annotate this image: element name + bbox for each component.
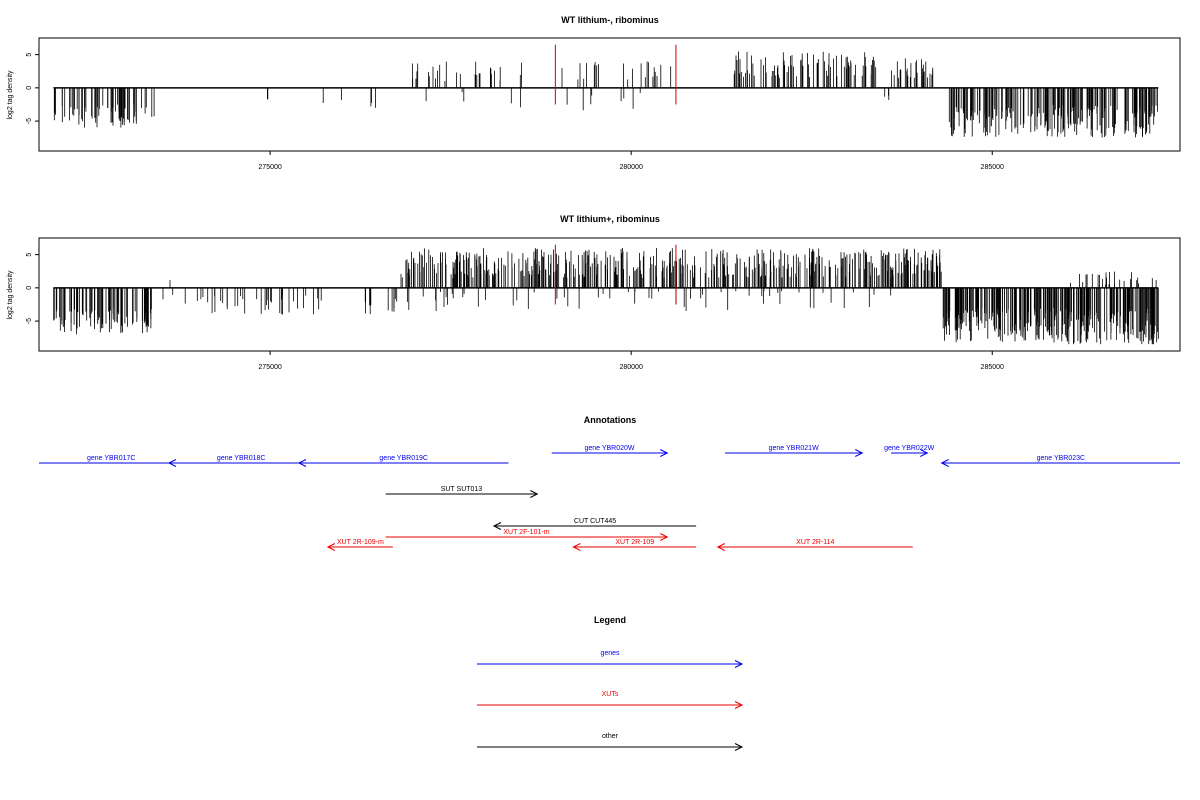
feature-label: XUT 2R-114 (796, 539, 834, 546)
annotations-title: Annotations (584, 415, 637, 425)
y-axis-label: log2 tag density (7, 270, 14, 320)
legend-panel: Legend genes XUTs other (477, 615, 744, 751)
feature-label: CUT CUT445 (574, 518, 616, 525)
arrow-head-icon (660, 533, 669, 541)
y-axis-label: log2 tag density (7, 70, 14, 120)
y-tick-label: -5 (26, 118, 33, 124)
arrow-head-icon (940, 459, 949, 467)
feature-label: XUT 2F-101-m (503, 529, 549, 536)
feature-label: XUT 2R-109 (615, 539, 654, 546)
feature: gene YBR023C (940, 455, 1180, 467)
arrow-head-icon (492, 522, 502, 530)
feature: XUT 2F-101-m (385, 529, 669, 541)
x-axis: 275000 280000 285000 (258, 351, 1004, 371)
feature: gene YBR019C (297, 455, 509, 467)
arrow-head-icon (734, 660, 744, 668)
legend-label: genes (600, 650, 620, 657)
highlight-markers (554, 44, 677, 105)
x-axis: 275000 280000 285000 (258, 151, 1004, 171)
track-panel-lithium-plus: WT lithium+, ribominus log2 tag density … (7, 214, 1181, 371)
feature: SUT SUT013 (385, 486, 539, 498)
feature: CUT CUT445 (492, 518, 697, 530)
plot-frame (38, 37, 1181, 152)
legend-item: XUTs (477, 691, 744, 709)
feature: XUT 2R-109-m (326, 539, 393, 551)
feature-label: gene YBR019C (379, 455, 428, 462)
feature: XUT 2R-114 (716, 539, 913, 551)
arrow-head-icon (297, 459, 307, 467)
y-tick-label: 0 (26, 86, 33, 90)
arrow-head-icon (734, 701, 744, 709)
arrow-head-icon (920, 449, 929, 457)
plot-frame (38, 237, 1181, 352)
arrow-head-icon (572, 543, 581, 551)
y-tick-label: -5 (26, 318, 33, 324)
feature-label: gene YBR018C (217, 455, 266, 462)
y-axis: 5 0 -5 (26, 253, 39, 324)
feature-label: gene YBR020W (584, 445, 634, 452)
legend-label: other (602, 733, 619, 740)
x-tick-label: 280000 (619, 164, 642, 171)
x-tick-label: 275000 (258, 164, 281, 171)
feature-label: gene YBR023C (1037, 455, 1086, 462)
y-tick-label: 5 (26, 53, 33, 57)
legend-title: Legend (594, 615, 626, 625)
feature: gene YBR018C (167, 455, 314, 467)
feature: gene YBR017C (39, 455, 184, 464)
feature-list: gene YBR017C gene YBR018C gene YBR019C gene… (39, 445, 1180, 551)
feature-label: gene YBR017C (87, 455, 136, 462)
feature: gene YBR020W (551, 445, 669, 457)
track-title: WT lithium-, ribominus (561, 15, 659, 25)
x-tick-label: 280000 (619, 364, 642, 371)
track-title: WT lithium+, ribominus (560, 214, 660, 224)
density-bars (53, 248, 1159, 345)
x-tick-label: 285000 (981, 164, 1004, 171)
arrow-head-icon (326, 543, 336, 551)
track-panel-lithium-minus: WT lithium-, ribominus log2 tag density … (7, 15, 1181, 171)
feature: gene YBR022W (884, 445, 935, 457)
legend-label: XUTs (602, 691, 619, 698)
arrow-head-icon (530, 490, 539, 498)
highlight-markers (554, 244, 677, 305)
feature-label: gene YBR021W (769, 445, 819, 452)
arrow-head-icon (734, 743, 744, 751)
x-tick-label: 275000 (258, 364, 281, 371)
y-tick-label: 0 (26, 286, 33, 290)
feature-label: SUT SUT013 (441, 486, 483, 493)
density-bars (53, 51, 1159, 138)
arrow-head-icon (716, 543, 726, 551)
feature-label: XUT 2R-109-m (337, 539, 384, 546)
legend-item: other (477, 733, 744, 751)
feature: XUT 2R-109 (572, 539, 697, 551)
feature-label: gene YBR022W (884, 445, 934, 452)
y-tick-label: 5 (26, 253, 33, 257)
annotations-panel: Annotations gene YBR017C gene YBR018C gene… (39, 415, 1180, 551)
feature: gene YBR021W (725, 445, 864, 457)
arrow-head-icon (167, 459, 177, 467)
x-tick-label: 285000 (981, 364, 1004, 371)
legend-item: genes (477, 650, 744, 668)
arrow-head-icon (660, 449, 669, 457)
arrow-head-icon (855, 449, 864, 457)
y-axis: 5 0 -5 (26, 53, 39, 124)
legend-items: genes XUTs other (477, 650, 744, 751)
